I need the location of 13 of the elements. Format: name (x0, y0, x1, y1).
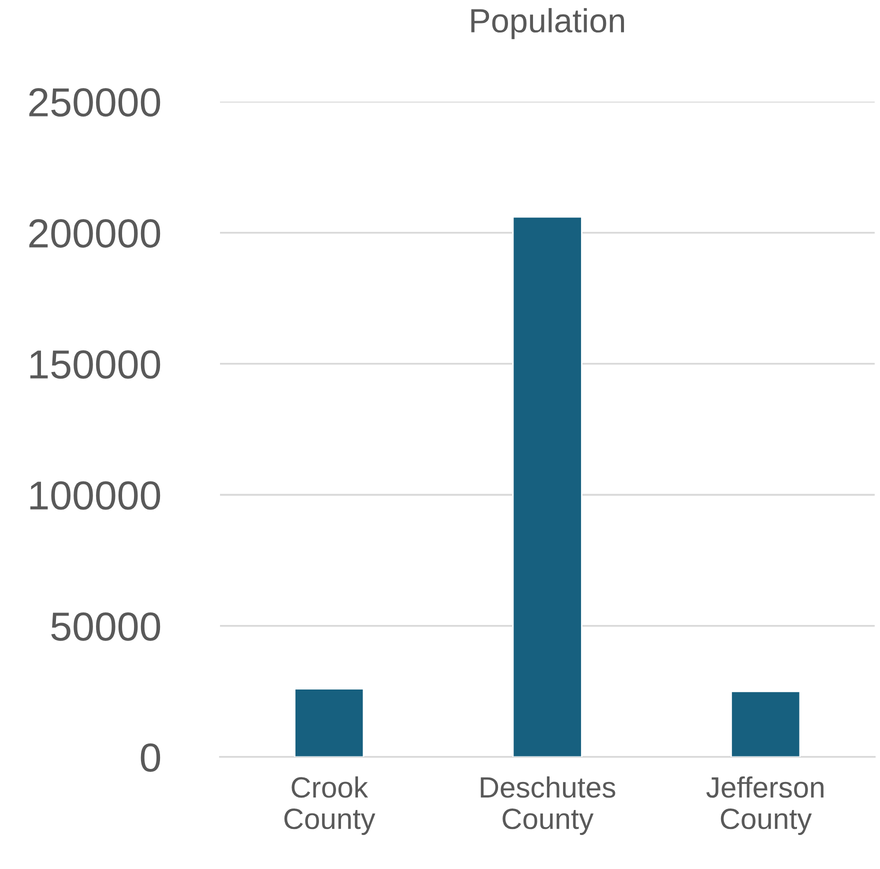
y-tick-label: 0 (140, 743, 160, 772)
y-tick-label: 250000 (29, 88, 160, 117)
y-tick-label: 100000 (30, 481, 160, 510)
x-tick-label: Jefferson County (706, 776, 824, 835)
bar (294, 688, 364, 757)
chart-title: Population (471, 8, 624, 40)
y-tick-label: 50000 (51, 612, 160, 641)
y-tick-label: 150000 (30, 350, 160, 379)
x-tick-label: Deschutes County (480, 776, 616, 835)
y-tick-label: 200000 (29, 219, 160, 248)
bar (512, 216, 582, 757)
bar (730, 690, 801, 757)
x-tick-label: Crook County (284, 776, 376, 835)
